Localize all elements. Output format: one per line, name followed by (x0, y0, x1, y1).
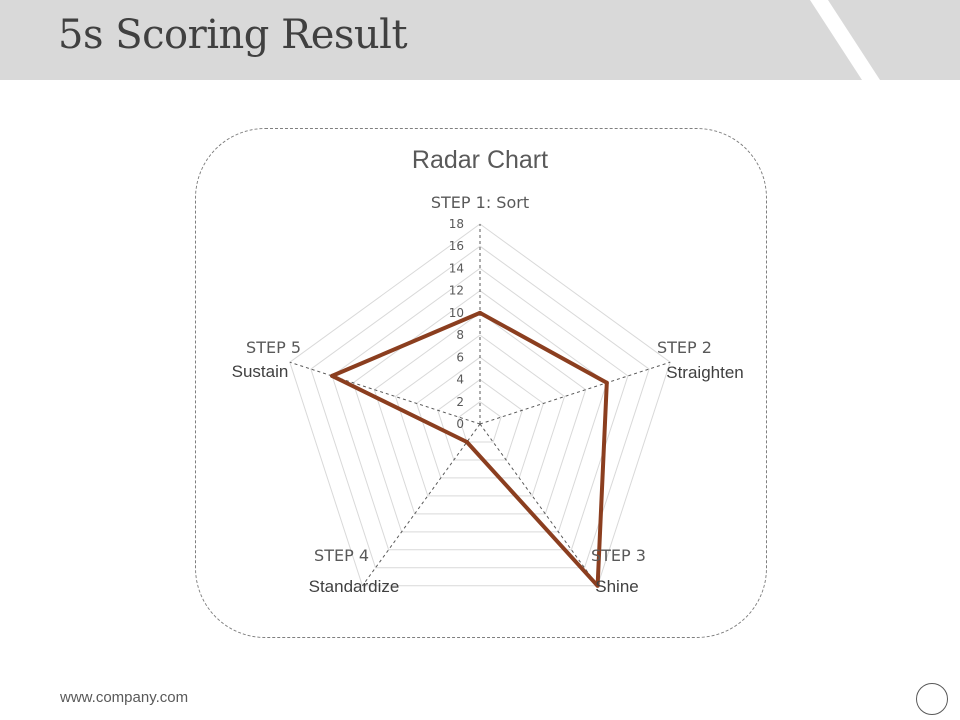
grid-ring (289, 223, 671, 587)
grid-ring (331, 267, 629, 551)
grid-ring (352, 290, 608, 533)
grid-ring (310, 245, 650, 569)
title-bar-accent (810, 0, 880, 80)
chart-title: Radar Chart (412, 146, 548, 174)
axis-line (479, 423, 599, 587)
tick-label: 16 (449, 239, 464, 253)
axis-label: STEP 5 (246, 338, 301, 357)
grid-ring (458, 401, 502, 443)
tick-label: 18 (449, 217, 464, 231)
data-point (478, 310, 482, 315)
footer-circle-icon (916, 683, 948, 715)
grid-ring (416, 356, 544, 479)
axis-label: STEP 2 (657, 338, 712, 357)
tick-label: 8 (456, 328, 464, 342)
tick-label: 2 (456, 395, 464, 409)
tick-label: 4 (456, 373, 464, 387)
grid-ring (373, 312, 587, 515)
tick-label: 0 (456, 417, 464, 431)
title-bar (0, 0, 960, 80)
axis-sublabel: Shine (595, 577, 638, 596)
axis-line (361, 423, 481, 587)
axis-sublabel: Standardize (309, 577, 400, 596)
series-line (330, 310, 609, 588)
data-point (464, 440, 469, 444)
tick-label: 10 (449, 306, 464, 320)
axis-sublabel: Sustain (232, 362, 289, 381)
tick-label: 6 (456, 350, 464, 364)
data-point (330, 373, 335, 378)
slide-title: 5s Scoring Result (58, 12, 408, 58)
chart-frame (195, 128, 767, 638)
data-point (595, 583, 600, 588)
data-point (604, 380, 609, 385)
grid-ring (394, 334, 566, 497)
axis-label: STEP 1: Sort (431, 193, 529, 212)
footer-url[interactable]: www.company.com (60, 689, 189, 706)
grid-ring (437, 378, 523, 461)
tick-label: 14 (449, 261, 464, 275)
axis-sublabel: Straighten (666, 363, 744, 382)
axis-label: STEP 3 (591, 546, 646, 565)
axis-label: STEP 4 (314, 546, 369, 565)
tick-label: 12 (449, 284, 464, 298)
